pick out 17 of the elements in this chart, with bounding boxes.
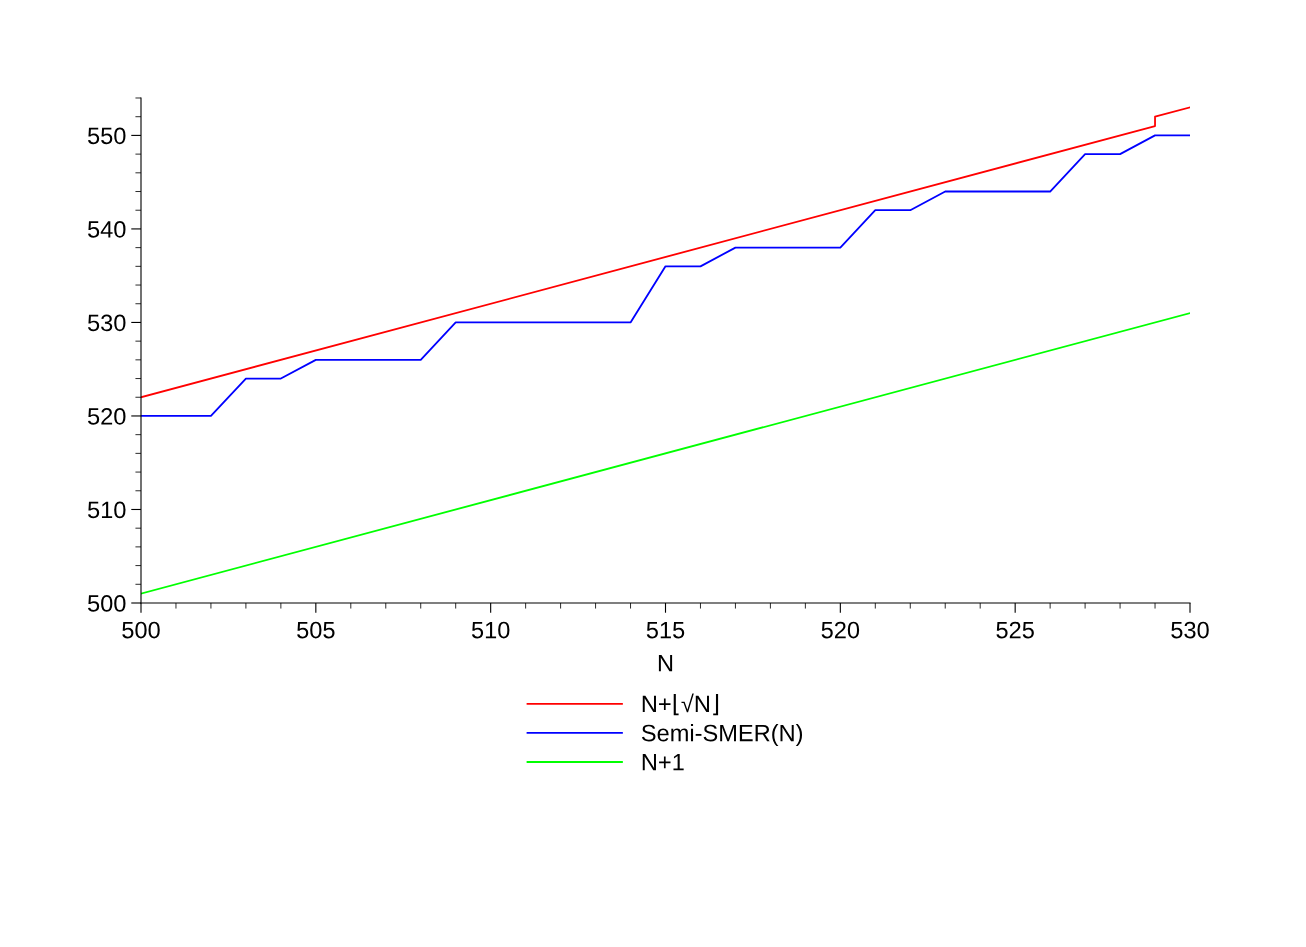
x-tick-label: 510	[471, 621, 510, 639]
x-tick-label: 505	[297, 621, 335, 639]
y-tick-label: 520	[87, 408, 126, 425]
x-axis-title: N	[658, 655, 673, 672]
legend-label: N+⌊√N⌋	[642, 693, 719, 716]
y-tick-label: 500	[87, 595, 126, 612]
x-tick-label: 530	[1171, 621, 1209, 639]
legend-label: Semi-SMER(N)	[641, 724, 803, 747]
x-tick-label: 520	[821, 621, 860, 639]
x-tick-label: 500	[122, 621, 160, 639]
y-tick-label: 540	[87, 220, 126, 238]
y-tick-label: 530	[87, 314, 126, 332]
y-tick-label: 550	[87, 127, 126, 145]
legend-label: N+1	[642, 754, 684, 771]
x-tick-label: 525	[996, 621, 1034, 639]
x-tick-label: 515	[646, 621, 685, 639]
y-tick-label: 510	[87, 501, 126, 519]
